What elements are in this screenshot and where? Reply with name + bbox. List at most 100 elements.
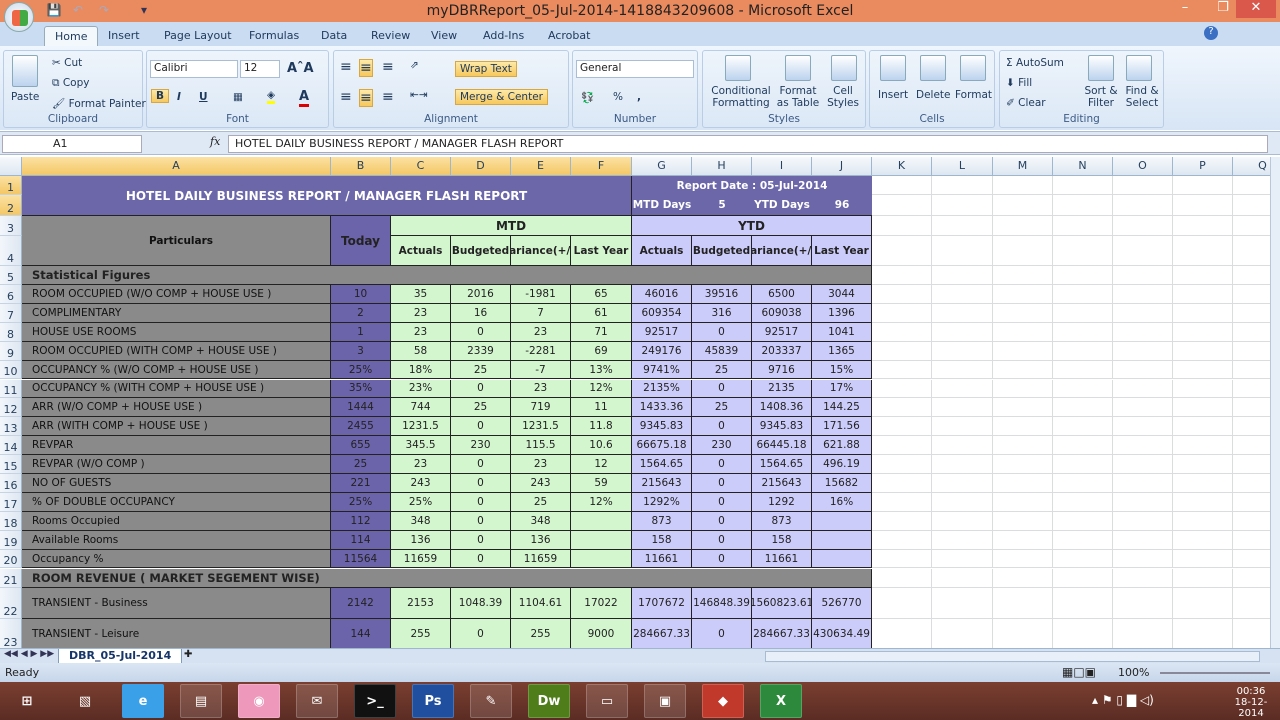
empty-cell[interactable] bbox=[1233, 342, 1270, 361]
empty-cell[interactable] bbox=[993, 474, 1053, 493]
empty-cell[interactable] bbox=[872, 360, 932, 380]
data-cell[interactable]: 16% bbox=[812, 492, 872, 512]
empty-cell[interactable] bbox=[1233, 531, 1270, 550]
empty-cell[interactable] bbox=[1233, 216, 1270, 236]
data-cell[interactable]: 66445.18 bbox=[752, 436, 812, 456]
empty-cell[interactable] bbox=[993, 455, 1053, 474]
empty-cell[interactable] bbox=[1053, 236, 1113, 266]
empty-cell[interactable] bbox=[932, 303, 993, 323]
fx-icon[interactable]: fx bbox=[210, 135, 221, 148]
data-cell[interactable]: 1292 bbox=[752, 492, 812, 512]
taskbar-file-explorer-icon[interactable]: ▤ bbox=[180, 684, 222, 718]
empty-cell[interactable] bbox=[1113, 417, 1173, 437]
empty-cell[interactable] bbox=[1173, 417, 1233, 437]
empty-cell[interactable] bbox=[932, 618, 993, 648]
data-cell[interactable]: 430634.49 bbox=[812, 618, 872, 648]
empty-cell[interactable] bbox=[1053, 511, 1113, 531]
taskbar-start-icon[interactable]: ⊞ bbox=[21, 693, 33, 709]
data-cell[interactable]: 2339 bbox=[451, 341, 511, 361]
clear-button[interactable]: ✐ Clear bbox=[1006, 97, 1046, 109]
cut-button[interactable]: ✂ Cut bbox=[52, 57, 83, 69]
data-cell[interactable]: 10.6 bbox=[571, 436, 632, 456]
data-cell[interactable]: 2135 bbox=[752, 379, 812, 399]
data-cell[interactable]: 1433.36 bbox=[632, 398, 692, 418]
row-label[interactable]: REVPAR (W/O COMP ) bbox=[22, 455, 331, 474]
data-cell[interactable]: 345.5 bbox=[391, 436, 451, 456]
empty-cell[interactable] bbox=[993, 285, 1053, 304]
data-cell[interactable]: 35 bbox=[391, 285, 451, 304]
system-tray-icons[interactable]: ▴ ⚑ ▯ ▇ ◁) bbox=[1092, 693, 1154, 707]
empty-cell[interactable] bbox=[1113, 176, 1173, 195]
data-cell[interactable]: 2135% bbox=[632, 379, 692, 399]
data-cell[interactable]: 0 bbox=[692, 455, 752, 474]
empty-cell[interactable] bbox=[872, 511, 932, 531]
column-header-L[interactable]: L bbox=[932, 157, 993, 176]
data-cell[interactable]: -2281 bbox=[511, 341, 571, 361]
column-header-I[interactable]: I bbox=[752, 157, 812, 176]
data-cell[interactable]: 1564.65 bbox=[752, 455, 812, 474]
data-cell[interactable]: 0 bbox=[692, 417, 752, 437]
data-cell[interactable]: 0 bbox=[451, 511, 511, 531]
office-button[interactable] bbox=[4, 2, 34, 32]
empty-cell[interactable] bbox=[872, 587, 932, 619]
taskbar-command-prompt-icon[interactable]: >_ bbox=[354, 684, 396, 718]
data-cell[interactable]: 11659 bbox=[511, 549, 571, 569]
data-cell[interactable]: 655 bbox=[331, 436, 391, 456]
data-cell[interactable]: 146848.39 bbox=[692, 587, 752, 619]
empty-cell[interactable] bbox=[1113, 341, 1173, 361]
row-header-4[interactable]: 4 bbox=[0, 236, 22, 266]
empty-cell[interactable] bbox=[1113, 285, 1173, 304]
data-cell[interactable]: 221 bbox=[331, 474, 391, 493]
row-label[interactable]: OCCUPANCY % (WITH COMP + HOUSE USE ) bbox=[22, 379, 331, 399]
empty-cell[interactable] bbox=[1173, 568, 1233, 588]
empty-cell[interactable] bbox=[872, 379, 932, 399]
data-cell[interactable] bbox=[571, 530, 632, 550]
data-cell[interactable]: 0 bbox=[451, 455, 511, 474]
data-cell[interactable]: 744 bbox=[391, 398, 451, 418]
empty-cell[interactable] bbox=[1233, 493, 1270, 512]
data-cell[interactable]: 2016 bbox=[451, 285, 511, 304]
data-cell[interactable]: 609038 bbox=[752, 303, 812, 323]
empty-cell[interactable] bbox=[1233, 285, 1270, 304]
data-cell[interactable]: 25% bbox=[331, 360, 391, 380]
data-cell[interactable]: 144 bbox=[331, 618, 391, 648]
empty-cell[interactable] bbox=[1233, 361, 1270, 380]
empty-cell[interactable] bbox=[1053, 530, 1113, 550]
column-header-M[interactable]: M bbox=[993, 157, 1053, 176]
data-cell[interactable]: 0 bbox=[451, 417, 511, 437]
view-buttons[interactable]: ▦□▣ bbox=[1062, 665, 1097, 679]
taskbar-outlook-icon[interactable]: ✉ bbox=[296, 684, 338, 718]
data-cell[interactable]: 255 bbox=[391, 618, 451, 648]
empty-cell[interactable] bbox=[993, 492, 1053, 512]
data-cell[interactable]: 0 bbox=[692, 530, 752, 550]
empty-cell[interactable] bbox=[1053, 266, 1113, 285]
row-label[interactable]: ARR (W/O COMP + HOUSE USE ) bbox=[22, 398, 331, 418]
find-select-button[interactable]: Find & Select bbox=[1125, 85, 1159, 109]
tab-data[interactable]: Data bbox=[321, 29, 348, 42]
empty-cell[interactable] bbox=[872, 474, 932, 493]
empty-cell[interactable] bbox=[993, 530, 1053, 550]
data-cell[interactable]: 215643 bbox=[752, 474, 812, 493]
data-cell[interactable]: 1292% bbox=[632, 492, 692, 512]
empty-cell[interactable] bbox=[1233, 176, 1270, 195]
row-header-21[interactable]: 21 bbox=[0, 568, 22, 588]
close-button[interactable]: ✕ bbox=[1236, 0, 1276, 18]
data-cell[interactable]: 158 bbox=[752, 530, 812, 550]
empty-cell[interactable] bbox=[1233, 266, 1270, 285]
data-cell[interactable]: 25 bbox=[511, 492, 571, 512]
empty-cell[interactable] bbox=[872, 176, 932, 195]
empty-cell[interactable] bbox=[932, 176, 993, 195]
row-label[interactable]: Rooms Occupied bbox=[22, 511, 331, 531]
empty-cell[interactable] bbox=[1053, 618, 1113, 648]
data-cell[interactable]: 144.25 bbox=[812, 398, 872, 418]
data-cell[interactable]: 2142 bbox=[331, 587, 391, 619]
empty-cell[interactable] bbox=[1053, 492, 1113, 512]
save-icon[interactable]: 💾 bbox=[46, 3, 62, 17]
tab-review[interactable]: Review bbox=[371, 29, 411, 42]
data-cell[interactable]: 9345.83 bbox=[752, 417, 812, 437]
ytd-days-label[interactable]: YTD Days bbox=[752, 195, 812, 216]
cell-styles-button[interactable]: Cell Styles bbox=[827, 85, 859, 109]
taskbar-remote-desktop-icon[interactable]: ▭ bbox=[586, 684, 628, 718]
fill-color-icon[interactable]: ◈ bbox=[267, 89, 276, 104]
data-cell[interactable]: 9345.83 bbox=[632, 417, 692, 437]
